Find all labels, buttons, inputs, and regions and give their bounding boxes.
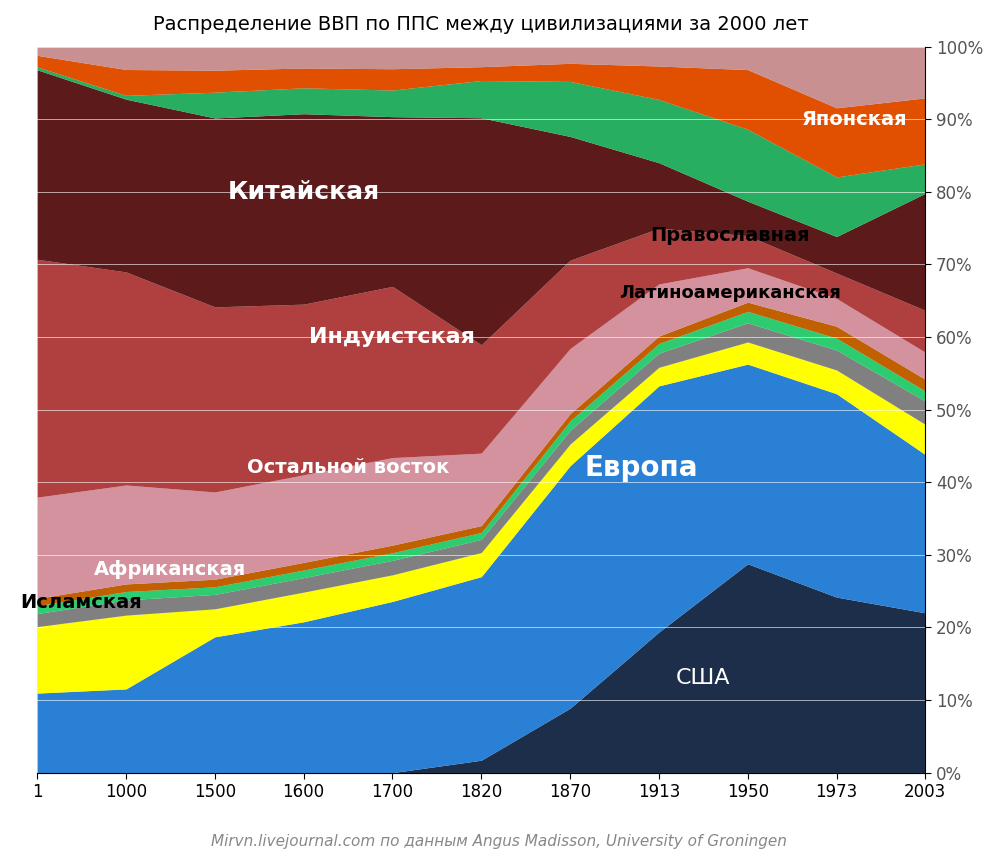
Text: Африканская: Африканская	[94, 560, 247, 579]
Text: Остальной восток: Остальной восток	[247, 458, 449, 478]
Text: США: США	[676, 668, 731, 688]
Text: Mirvn.livejournal.com по данным Angus Madisson, University of Groningen: Mirvn.livejournal.com по данным Angus Ma…	[211, 834, 787, 849]
Text: Исламская: Исламская	[21, 593, 143, 612]
Text: Китайская: Китайская	[228, 180, 380, 204]
Text: Латиноамериканская: Латиноамериканская	[619, 284, 841, 302]
Text: Японская: Японская	[801, 110, 907, 129]
Text: Индуистская: Индуистская	[309, 327, 475, 347]
Text: Православная: Православная	[650, 226, 809, 245]
Title: Распределение ВВП по ППС между цивилизациями за 2000 лет: Распределение ВВП по ППС между цивилизац…	[154, 15, 809, 34]
Text: Европа: Европа	[585, 454, 698, 482]
